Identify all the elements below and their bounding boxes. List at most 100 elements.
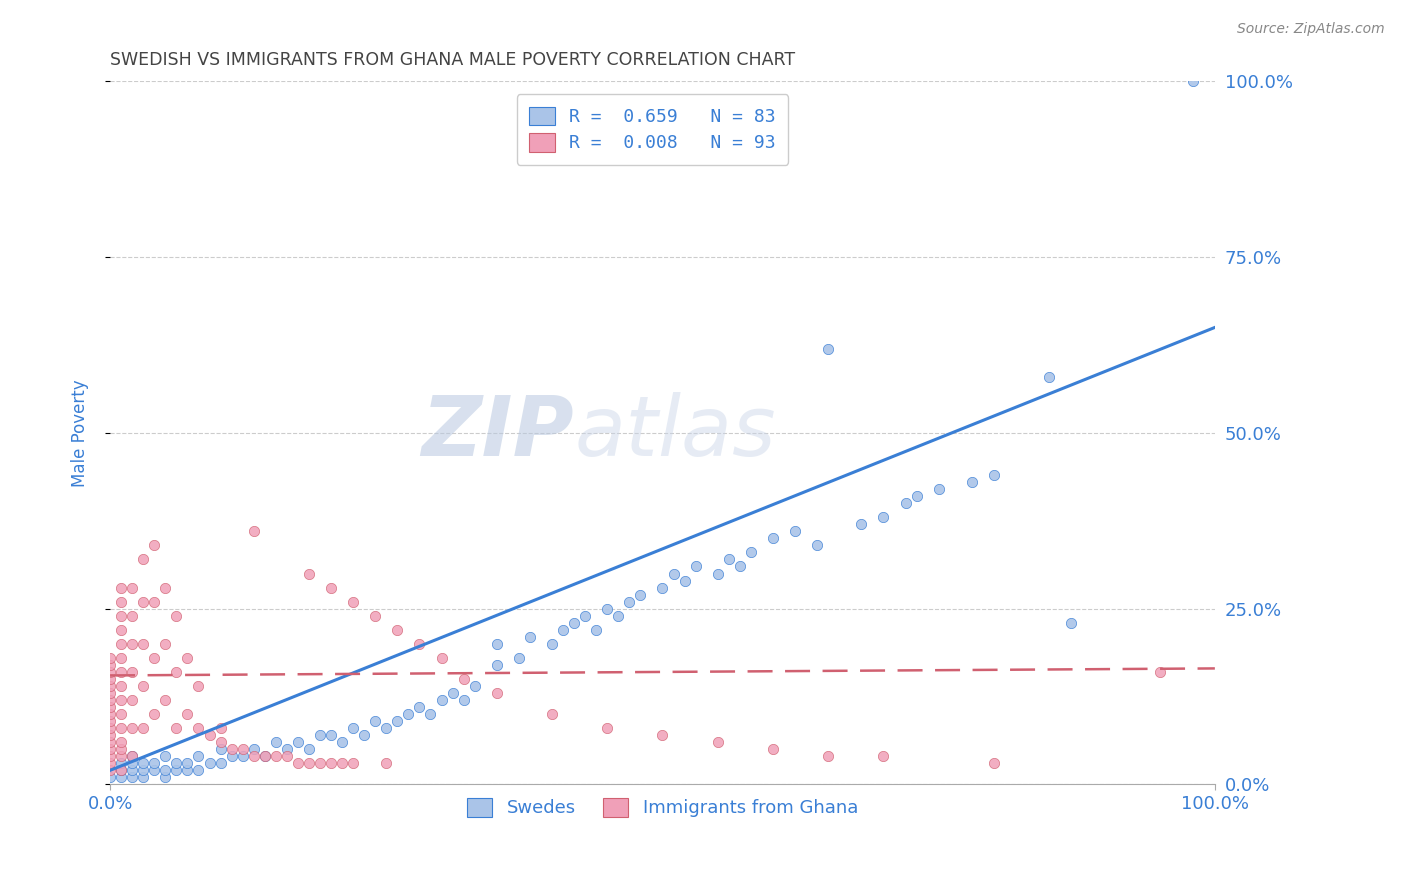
Point <box>485 657 508 672</box>
Point <box>187 679 209 693</box>
Point <box>717 552 740 566</box>
Point <box>132 594 155 608</box>
Point <box>121 581 143 595</box>
Point <box>651 581 673 595</box>
Point <box>574 608 596 623</box>
Point <box>453 672 475 686</box>
Point <box>330 735 353 749</box>
Point <box>662 566 685 581</box>
Point <box>330 756 353 771</box>
Point <box>98 672 121 686</box>
Point <box>319 728 342 742</box>
Point <box>110 742 132 756</box>
Point <box>110 756 132 771</box>
Point <box>132 721 155 735</box>
Point <box>98 764 121 778</box>
Point <box>651 728 673 742</box>
Point <box>287 756 309 771</box>
Point <box>960 475 983 489</box>
Point <box>110 594 132 608</box>
Point <box>353 728 375 742</box>
Point <box>110 637 132 651</box>
Point <box>165 721 187 735</box>
Point <box>165 608 187 623</box>
Point <box>264 749 287 764</box>
Point <box>894 496 917 510</box>
Point <box>121 721 143 735</box>
Point <box>198 728 221 742</box>
Point <box>375 721 398 735</box>
Point <box>121 665 143 679</box>
Point <box>485 637 508 651</box>
Point <box>155 637 177 651</box>
Point <box>165 665 187 679</box>
Point <box>298 566 321 581</box>
Point <box>596 601 619 615</box>
Point <box>98 749 121 764</box>
Point <box>851 517 873 532</box>
Point <box>110 735 132 749</box>
Point <box>242 749 264 764</box>
Point <box>110 707 132 722</box>
Point <box>110 764 132 778</box>
Point <box>298 756 321 771</box>
Point <box>430 693 453 707</box>
Point <box>253 749 276 764</box>
Point <box>585 623 607 637</box>
Point <box>110 771 132 785</box>
Point <box>983 756 1005 771</box>
Point <box>253 749 276 764</box>
Point <box>562 615 585 630</box>
Point <box>387 623 409 637</box>
Point <box>155 764 177 778</box>
Point <box>1149 665 1171 679</box>
Point <box>98 665 121 679</box>
Point <box>98 679 121 693</box>
Point <box>408 637 430 651</box>
Point <box>143 707 166 722</box>
Point <box>143 651 166 665</box>
Point <box>596 721 619 735</box>
Point <box>98 686 121 700</box>
Point <box>806 538 828 552</box>
Y-axis label: Male Poverty: Male Poverty <box>72 379 89 487</box>
Legend: Swedes, Immigrants from Ghana: Swedes, Immigrants from Ghana <box>460 791 865 824</box>
Point <box>176 756 198 771</box>
Point <box>319 581 342 595</box>
Point <box>98 756 121 771</box>
Point <box>110 623 132 637</box>
Point <box>132 679 155 693</box>
Point <box>872 510 894 524</box>
Point <box>685 559 707 574</box>
Point <box>98 742 121 756</box>
Text: SWEDISH VS IMMIGRANTS FROM GHANA MALE POVERTY CORRELATION CHART: SWEDISH VS IMMIGRANTS FROM GHANA MALE PO… <box>110 51 796 69</box>
Point <box>121 608 143 623</box>
Point <box>232 742 254 756</box>
Point <box>706 566 728 581</box>
Point <box>817 342 839 356</box>
Point <box>110 679 132 693</box>
Point <box>143 764 166 778</box>
Point <box>905 489 928 503</box>
Point <box>1060 615 1083 630</box>
Point <box>209 756 232 771</box>
Point <box>728 559 751 574</box>
Point <box>396 707 419 722</box>
Text: atlas: atlas <box>574 392 776 474</box>
Point <box>342 721 364 735</box>
Point <box>619 594 641 608</box>
Text: ZIP: ZIP <box>422 392 574 474</box>
Point <box>519 630 541 644</box>
Point <box>430 651 453 665</box>
Point <box>121 771 143 785</box>
Point <box>364 714 387 728</box>
Point <box>607 608 630 623</box>
Point <box>276 742 298 756</box>
Point <box>464 679 486 693</box>
Point <box>110 721 132 735</box>
Point <box>342 756 364 771</box>
Point <box>110 665 132 679</box>
Point <box>783 524 806 539</box>
Point <box>264 735 287 749</box>
Point <box>155 581 177 595</box>
